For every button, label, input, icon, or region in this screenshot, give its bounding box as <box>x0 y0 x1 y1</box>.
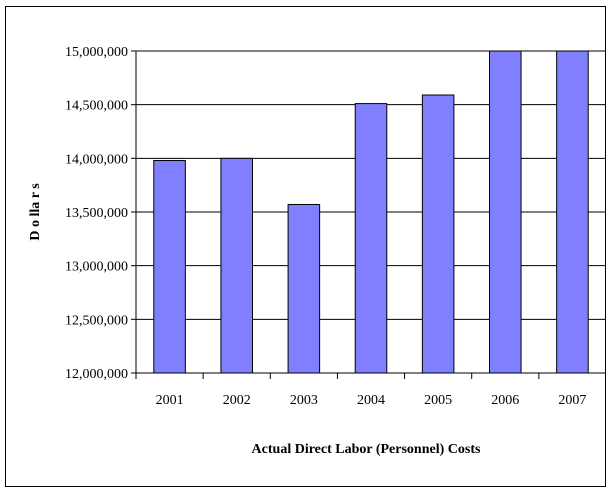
bar-2004 <box>354 103 388 374</box>
y-tick-label: 14,500,000 <box>65 99 128 114</box>
y-tick-label: 12,000,000 <box>65 367 128 382</box>
x-tick-labels: 2001 2002 2003 2004 2005 2006 2007 <box>135 373 606 408</box>
bar-2007 <box>556 50 589 374</box>
bar-chart: 12,000,000 12,500,000 13,000,000 13,500,000… <box>28 45 606 457</box>
y-tick-labels: 12,000,000 12,500,000 13,000,000 13,500,000… <box>65 45 128 382</box>
x-tick-label: 2006 <box>491 393 519 408</box>
x-tick-label: 2007 <box>558 393 586 408</box>
bar-2002 <box>220 157 253 374</box>
y-tick-label: 13,000,000 <box>65 260 128 275</box>
chart-frame: 12,000,000 12,500,000 13,000,000 13,500,000… <box>5 6 606 487</box>
y-tick-label: 15,000,000 <box>65 45 128 60</box>
bar-2003 <box>287 203 321 374</box>
bar-2001 <box>153 159 186 374</box>
x-tick-label: 2004 <box>357 393 385 408</box>
bar-2005 <box>421 94 455 374</box>
y-tick-label: 14,000,000 <box>65 152 128 167</box>
y-tick-label: 13,500,000 <box>65 206 128 221</box>
x-tick-label: 2001 <box>156 393 184 408</box>
y-axis-title: D o lla r s <box>28 183 43 241</box>
bars <box>153 50 589 374</box>
x-tick-label: 2002 <box>223 393 251 408</box>
x-tick-label: 2003 <box>290 393 318 408</box>
y-tick-label: 12,500,000 <box>65 313 128 328</box>
axes <box>135 51 606 374</box>
x-axis-title: Actual Direct Labor (Personnel) Costs <box>252 442 481 457</box>
bar-2006 <box>489 50 522 374</box>
x-tick-label: 2005 <box>424 393 452 408</box>
